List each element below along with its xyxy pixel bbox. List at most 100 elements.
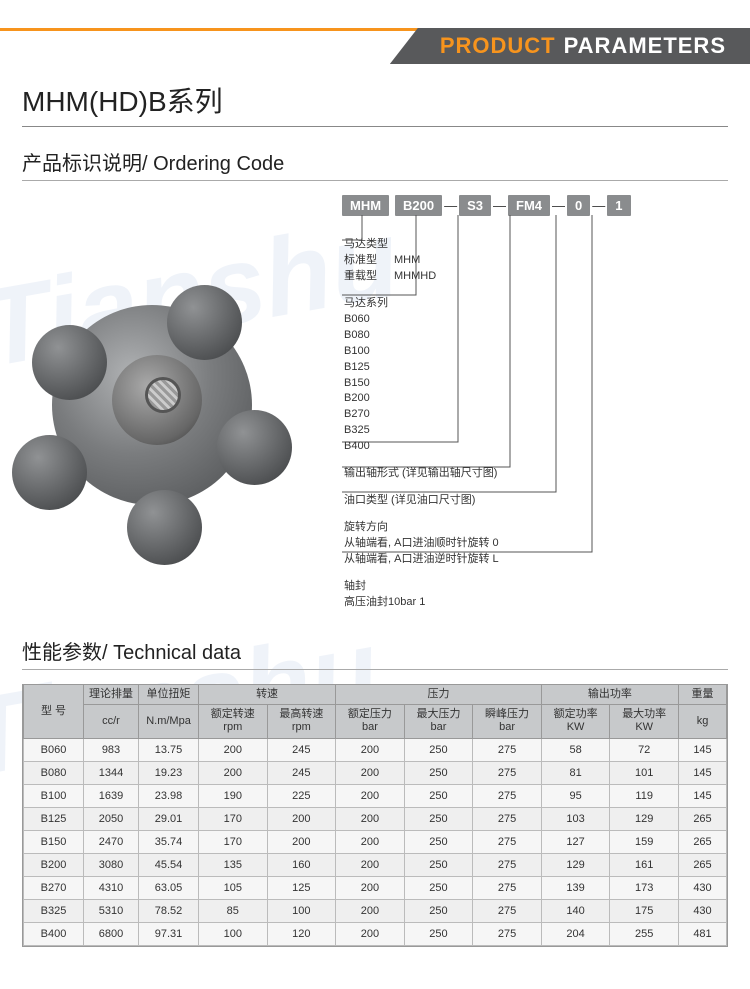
table-cell: 85 (199, 899, 268, 922)
table-cell: 275 (473, 807, 542, 830)
table-cell: 170 (199, 807, 268, 830)
table-cell: 81 (541, 761, 610, 784)
table-cell: 145 (679, 738, 727, 761)
table-cell: 4310 (84, 876, 139, 899)
technical-table: 型 号 理论排量 单位扭矩 转速 压力 输出功率 重量 cc/r N.m/Mpa… (22, 684, 728, 947)
table-cell: 200 (336, 761, 405, 784)
table-cell: 2050 (84, 807, 139, 830)
th-rated-pressure: 额定压力bar (336, 705, 405, 738)
table-cell: 275 (473, 738, 542, 761)
desc-port-type: 油口类型 (详见油口尺寸图) (344, 493, 499, 509)
table-cell: 97.31 (139, 922, 199, 945)
table-cell: 265 (679, 807, 727, 830)
table-cell: 125 (267, 876, 336, 899)
table-cell: 200 (336, 738, 405, 761)
table-cell: 145 (679, 761, 727, 784)
table-cell: 430 (679, 899, 727, 922)
table-cell: B060 (24, 738, 84, 761)
product-image (12, 265, 302, 535)
th-model: 型 号 (24, 685, 84, 739)
table-cell: 255 (610, 922, 679, 945)
table-cell: 23.98 (139, 784, 199, 807)
table-cell: 173 (610, 876, 679, 899)
table-cell: 103 (541, 807, 610, 830)
table-cell: 139 (541, 876, 610, 899)
table-cell: 127 (541, 830, 610, 853)
table-cell: 481 (679, 922, 727, 945)
ordering-divider (22, 180, 728, 181)
table-cell: 1639 (84, 784, 139, 807)
descriptor-column: 马达类型 标准型MHM 重载型MHMHD 马达系列 B060 B080 B100… (344, 237, 499, 622)
table-cell: 78.52 (139, 899, 199, 922)
table-cell: 275 (473, 899, 542, 922)
table-cell: 250 (404, 922, 473, 945)
table-cell: 145 (679, 784, 727, 807)
table-cell: 19.23 (139, 761, 199, 784)
table-cell: 200 (199, 738, 268, 761)
table-cell: B325 (24, 899, 84, 922)
title-divider (22, 126, 728, 127)
table-cell: B270 (24, 876, 84, 899)
code-part-2: B200 (395, 195, 442, 216)
th-power: 输出功率 (541, 685, 678, 705)
dash-icon: — (493, 198, 506, 213)
table-cell: 100 (199, 922, 268, 945)
table-cell: 6800 (84, 922, 139, 945)
table-cell: 275 (473, 784, 542, 807)
table-cell: 200 (336, 853, 405, 876)
table-cell: 160 (267, 853, 336, 876)
table-cell: B400 (24, 922, 84, 945)
table-header: 型 号 理论排量 单位扭矩 转速 压力 输出功率 重量 cc/r N.m/Mpa… (24, 685, 727, 739)
th-kg: kg (679, 705, 727, 738)
table-cell: 250 (404, 761, 473, 784)
table-row: B270431063.05105125200250275139173430 (24, 876, 727, 899)
table-cell: 200 (336, 899, 405, 922)
table-cell: 45.54 (139, 853, 199, 876)
technical-data-title: 性能参数/ Technical data (22, 636, 728, 665)
table-row: B100163923.9819022520025027595119145 (24, 784, 727, 807)
table-cell: 275 (473, 876, 542, 899)
table-row: B400680097.31100120200250275204255481 (24, 922, 727, 945)
th-max-power: 最大功率KW (610, 705, 679, 738)
table-cell: 250 (404, 830, 473, 853)
table-cell: 200 (336, 807, 405, 830)
table-cell: B100 (24, 784, 84, 807)
table-cell: 3080 (84, 853, 139, 876)
banner-word-2: PARAMETERS (564, 33, 726, 59)
table-cell: 170 (199, 830, 268, 853)
table-cell: 129 (541, 853, 610, 876)
table-row: B06098313.752002452002502755872145 (24, 738, 727, 761)
table-cell: 58 (541, 738, 610, 761)
table-cell: 265 (679, 853, 727, 876)
table-cell: 275 (473, 922, 542, 945)
table-cell: 225 (267, 784, 336, 807)
table-cell: 245 (267, 738, 336, 761)
table-cell: 101 (610, 761, 679, 784)
table-cell: 135 (199, 853, 268, 876)
table-cell: 200 (336, 784, 405, 807)
table-row: B325531078.5285100200250275140175430 (24, 899, 727, 922)
th-rated-speed: 额定转速rpm (199, 705, 268, 738)
table-row: B125205029.01170200200250275103129265 (24, 807, 727, 830)
table-cell: 1344 (84, 761, 139, 784)
dash-icon: — (444, 198, 457, 213)
th-pressure: 压力 (336, 685, 542, 705)
dash-icon: — (592, 198, 605, 213)
table-cell: 275 (473, 830, 542, 853)
desc-seal: 轴封 高压油封10bar 1 (344, 579, 499, 611)
table-cell: 275 (473, 853, 542, 876)
table-cell: 105 (199, 876, 268, 899)
desc-motor-series: 马达系列 B060 B080 B100 B125 B150 B200 B270 … (344, 296, 499, 455)
table-row: B080134419.2320024520025027581101145 (24, 761, 727, 784)
table-row: B200308045.54135160200250275129161265 (24, 853, 727, 876)
table-cell: 430 (679, 876, 727, 899)
table-cell: 63.05 (139, 876, 199, 899)
table-cell: 200 (336, 876, 405, 899)
table-cell: 245 (267, 761, 336, 784)
table-cell: 200 (267, 830, 336, 853)
th-peak-pressure: 瞬峰压力bar (473, 705, 542, 738)
code-part-1: MHM (342, 195, 389, 216)
th-max-pressure: 最大压力bar (404, 705, 473, 738)
table-cell: 29.01 (139, 807, 199, 830)
table-cell: 72 (610, 738, 679, 761)
